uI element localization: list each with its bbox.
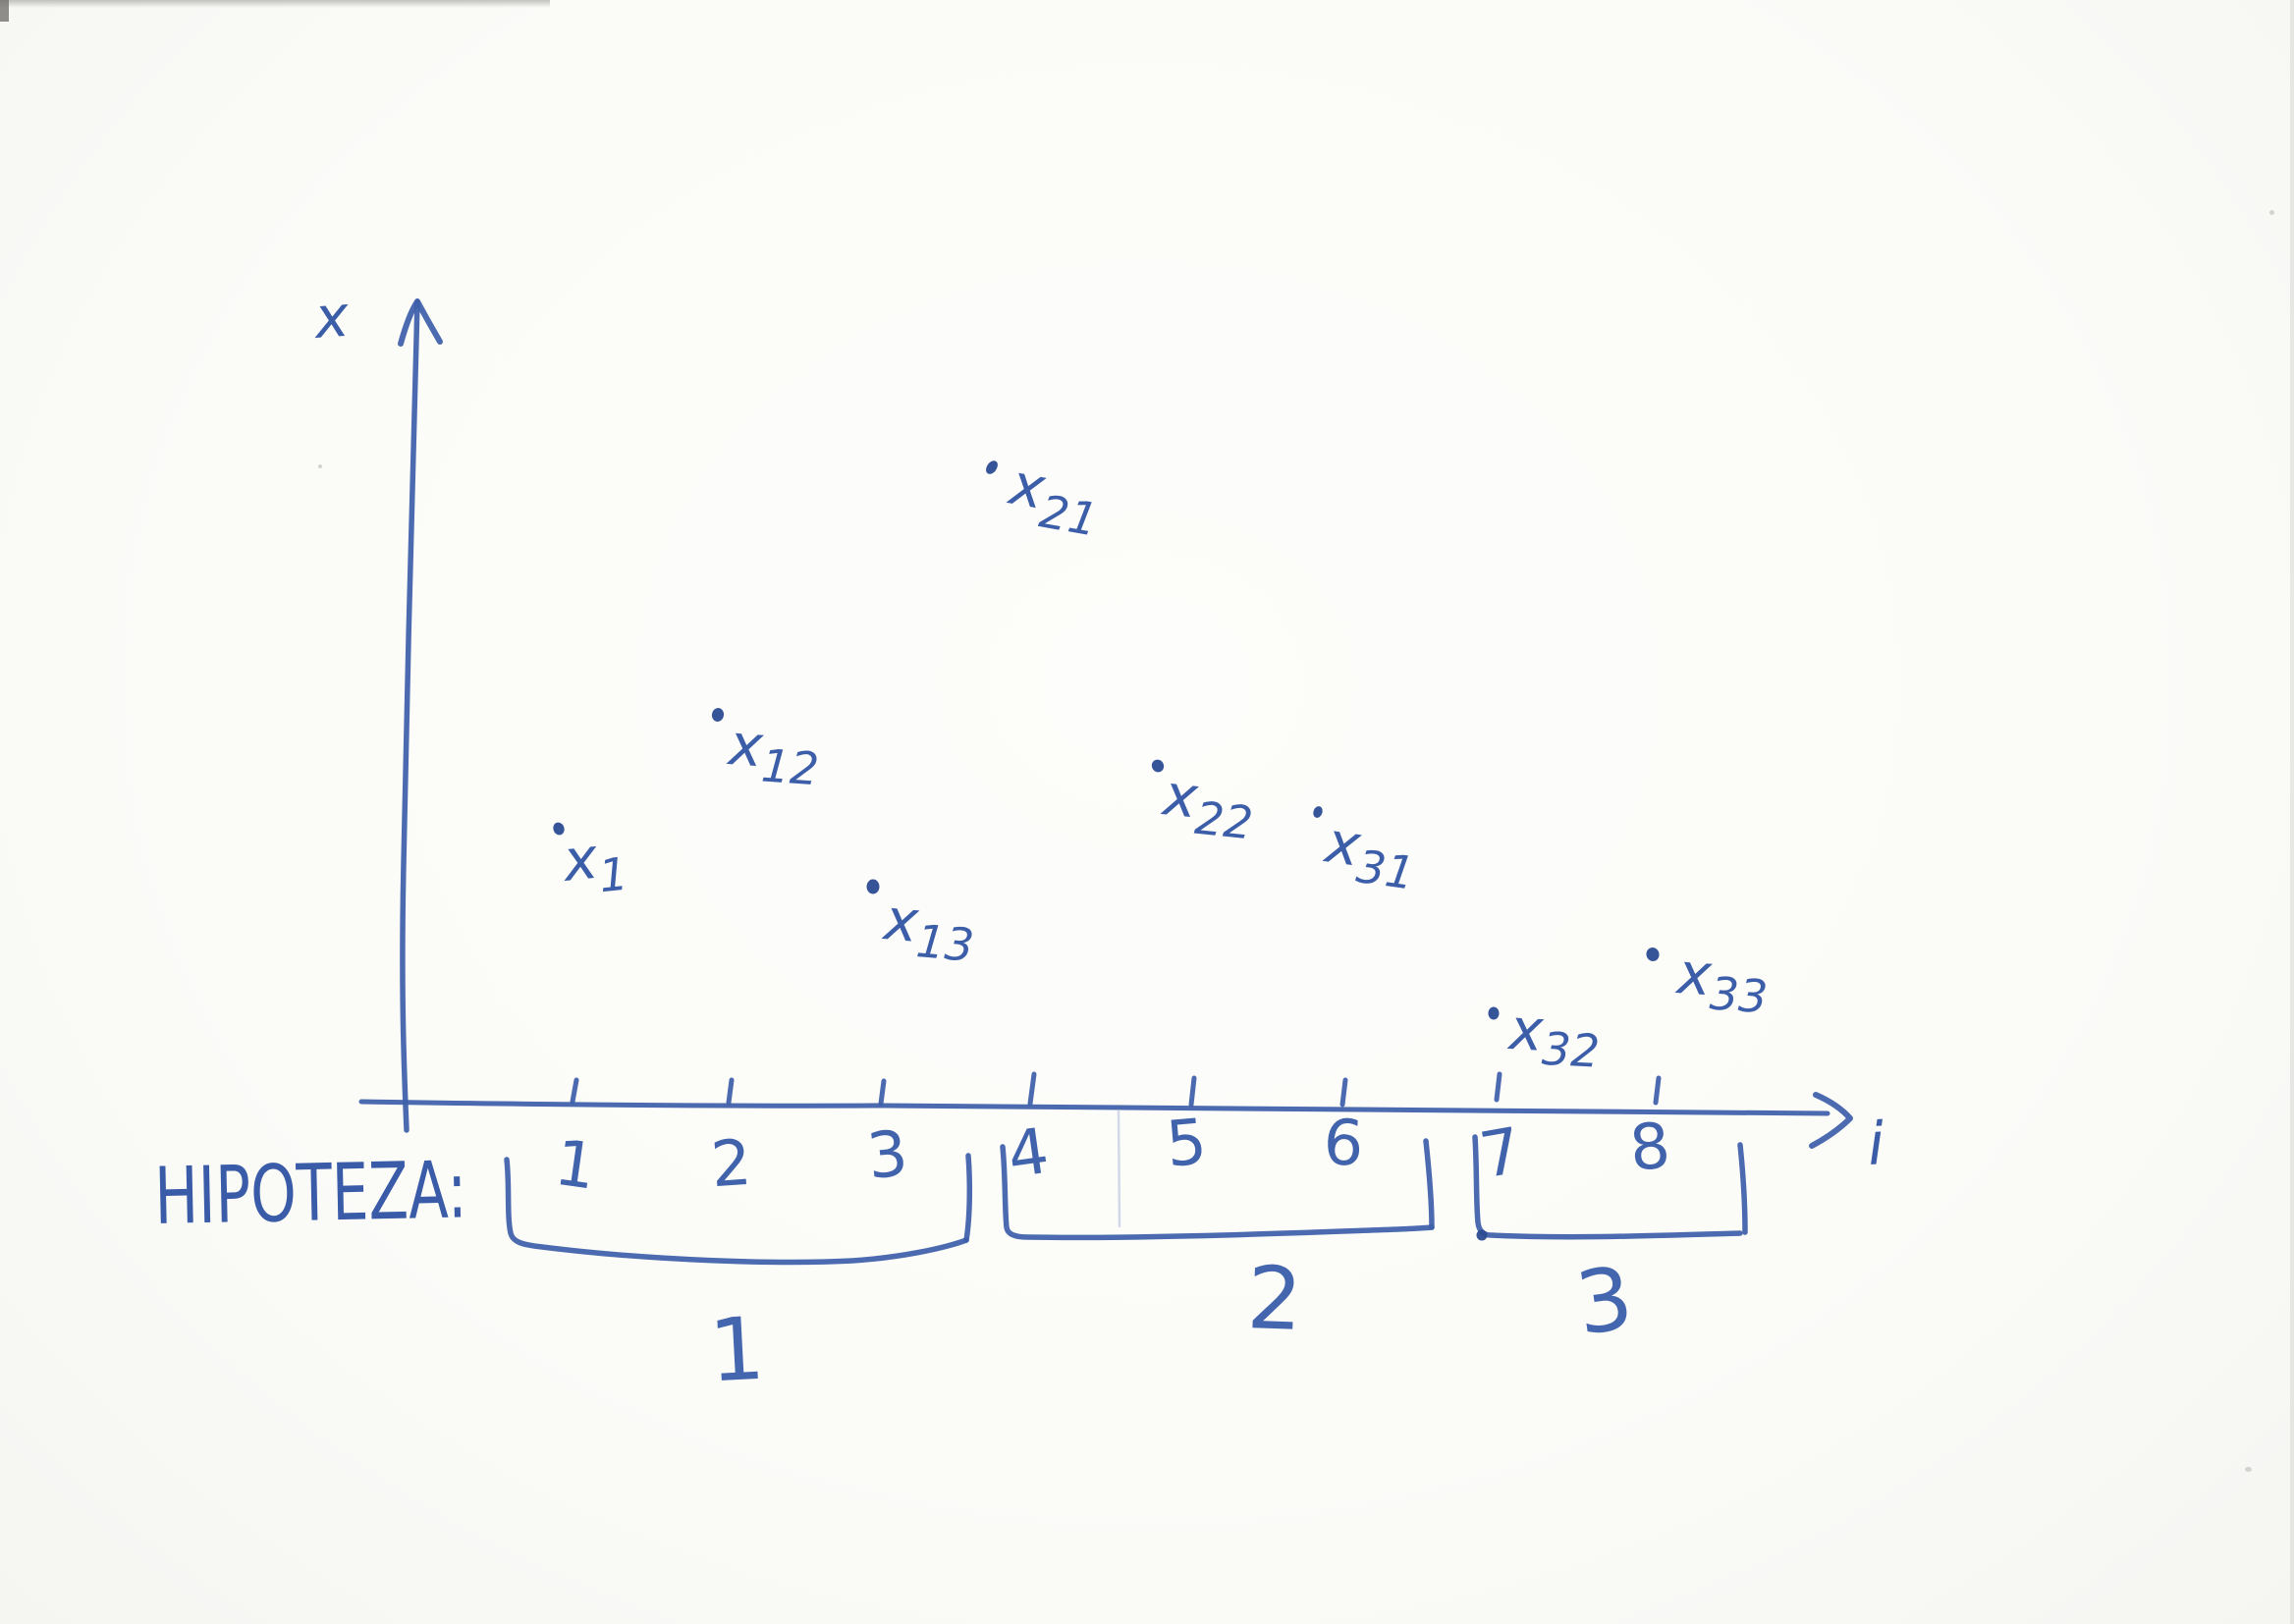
x-axis-tick-marks	[570, 1071, 1662, 1108]
point-dot	[986, 460, 998, 474]
point-label-sub: 31	[1353, 839, 1417, 900]
paper-speck	[318, 464, 322, 468]
group-bracket-1: 1	[504, 1153, 973, 1402]
point-dot	[711, 708, 725, 722]
bracket-1-shape	[504, 1157, 969, 1266]
data-point-x22: x22	[1151, 759, 1258, 850]
point-label-base: x	[558, 825, 601, 894]
bracket-2-shape	[1000, 1144, 1435, 1241]
point-label: x31	[1318, 808, 1421, 899]
tick-label-7: 7	[1475, 1114, 1527, 1193]
point-label-base: x	[880, 886, 922, 955]
y-axis-line	[400, 298, 420, 1133]
scan-edge-artifact-top	[0, 0, 550, 8]
point-dot	[1488, 1006, 1500, 1020]
point-label: x12	[724, 711, 822, 795]
bracket-3-shape	[1472, 1134, 1743, 1240]
point-label-sub: 12	[759, 738, 820, 795]
x-axis-label: i	[1866, 1110, 1886, 1179]
tick-label-5: 5	[1164, 1106, 1210, 1181]
point-dot	[1646, 947, 1660, 961]
tick-label-3: 3	[864, 1117, 911, 1194]
point-label-sub: 32	[1541, 1022, 1601, 1078]
data-point-x33: x33	[1646, 940, 1771, 1023]
point-label-base: x	[1505, 996, 1546, 1064]
bracket-3-right-end	[1737, 1142, 1748, 1235]
point-dot	[1151, 759, 1165, 773]
point-dot	[866, 879, 880, 894]
tick-label-8: 8	[1627, 1110, 1673, 1185]
data-point-x12: x12	[711, 708, 822, 795]
tick-label-1: 1	[551, 1127, 601, 1205]
point-dot	[1313, 806, 1323, 818]
point-label: x13	[879, 886, 978, 972]
y-axis-arrowhead-icon	[398, 298, 443, 347]
point-label: x33	[1672, 940, 1771, 1023]
faint-divider-line	[1117, 1109, 1121, 1228]
y-axis-label: x	[310, 283, 352, 352]
point-label-base: x	[1673, 940, 1715, 1008]
point-label-sub: 13	[914, 914, 976, 972]
x-axis-line	[358, 1099, 1830, 1116]
x-axis-tick-labels: 1 2 3 4 5 6 7 8	[551, 1106, 1673, 1204]
tick-label-2: 2	[709, 1127, 754, 1203]
paper-speck	[2269, 210, 2274, 215]
x-axis-arrowhead-icon	[1809, 1092, 1853, 1149]
data-point-x1: x1	[553, 822, 630, 906]
data-point-x21: x21	[986, 450, 1107, 547]
bracket-1-right-end	[963, 1153, 973, 1243]
group-bracket-2: 2	[1000, 1138, 1435, 1350]
point-label-sub: 1	[596, 847, 630, 903]
data-point-x31: x31	[1313, 806, 1421, 900]
paper-speck	[2245, 1467, 2252, 1472]
data-point-x13: x13	[866, 879, 978, 972]
data-point-x32: x32	[1488, 996, 1603, 1078]
tick-label-4: 4	[1004, 1115, 1054, 1193]
point-label: x1	[558, 822, 630, 906]
scan-edge-artifact-right	[2290, 0, 2294, 1624]
point-label-base: x	[1159, 761, 1202, 831]
group-1-label: 1	[707, 1298, 767, 1402]
point-label-sub: 22	[1192, 791, 1255, 850]
point-label-sub: 33	[1709, 966, 1770, 1023]
group-3-label: 3	[1570, 1247, 1639, 1355]
bracket-2-right-end	[1423, 1138, 1435, 1230]
point-label: x22	[1157, 761, 1258, 849]
point-label-sub: 21	[1036, 484, 1102, 546]
group-2-label: 2	[1245, 1247, 1304, 1350]
scan-edge-artifact-corner	[0, 0, 9, 22]
point-label: x32	[1505, 996, 1603, 1078]
bracket-3-ink-blob	[1476, 1229, 1488, 1241]
point-label-base: x	[725, 711, 766, 780]
point-label: x21	[1001, 450, 1107, 546]
hypothesis-title: HIPOTEZA:	[153, 1144, 467, 1242]
tick-label-6: 6	[1322, 1107, 1366, 1181]
point-dot	[553, 822, 565, 836]
